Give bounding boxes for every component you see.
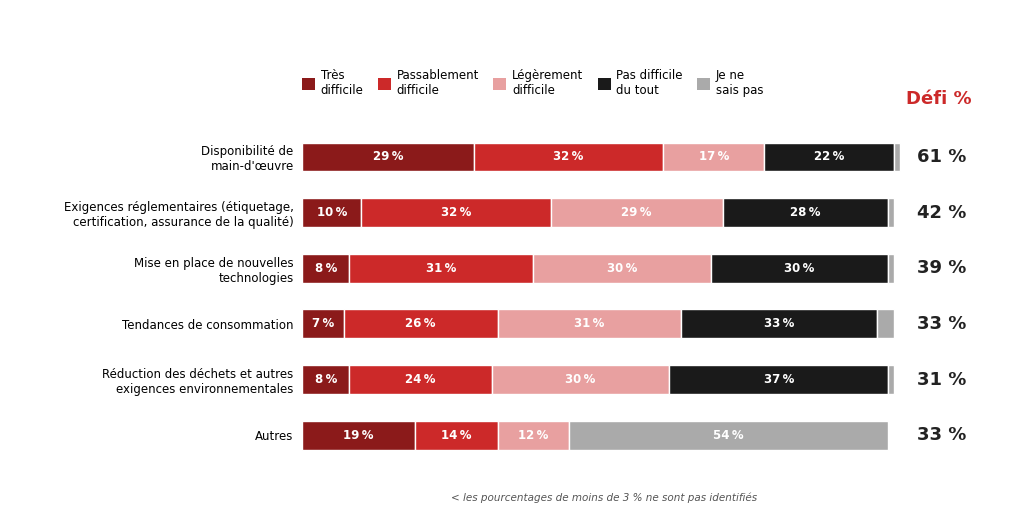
Bar xyxy=(664,143,764,171)
Text: 31 %: 31 % xyxy=(426,262,457,275)
Text: 7 %: 7 % xyxy=(311,317,334,331)
Text: 19 %: 19 % xyxy=(343,429,374,442)
Bar xyxy=(302,310,343,338)
Text: 31 %: 31 % xyxy=(918,371,967,389)
Bar xyxy=(302,254,349,283)
Bar xyxy=(670,365,889,394)
Text: 22 %: 22 % xyxy=(814,150,845,163)
Bar xyxy=(889,198,894,227)
Text: 30 %: 30 % xyxy=(784,262,815,275)
Bar xyxy=(498,310,681,338)
Bar xyxy=(723,198,889,227)
Text: 28 %: 28 % xyxy=(791,206,821,219)
Text: 33 %: 33 % xyxy=(918,315,967,333)
Text: 8 %: 8 % xyxy=(314,373,337,386)
Text: 10 %: 10 % xyxy=(316,206,347,219)
Bar xyxy=(764,143,894,171)
Bar xyxy=(894,143,900,171)
Text: 39 %: 39 % xyxy=(918,259,967,277)
Text: 8 %: 8 % xyxy=(314,262,337,275)
Bar xyxy=(568,421,889,450)
Text: 32 %: 32 % xyxy=(553,150,584,163)
Bar xyxy=(711,254,889,283)
Bar xyxy=(889,254,894,283)
Text: 14 %: 14 % xyxy=(440,429,471,442)
Bar xyxy=(889,365,894,394)
Text: 29 %: 29 % xyxy=(373,150,403,163)
Bar xyxy=(534,254,711,283)
Bar xyxy=(302,143,474,171)
Text: 12 %: 12 % xyxy=(518,429,548,442)
Bar xyxy=(343,310,498,338)
Bar xyxy=(349,365,492,394)
Text: 30 %: 30 % xyxy=(607,262,637,275)
Bar xyxy=(361,198,551,227)
Bar xyxy=(349,254,534,283)
Text: 31 %: 31 % xyxy=(574,317,604,331)
Text: < les pourcentages de moins de 3 % ne sont pas identifiés: < les pourcentages de moins de 3 % ne so… xyxy=(452,493,757,503)
Text: 33 %: 33 % xyxy=(918,426,967,444)
Bar xyxy=(415,421,498,450)
Bar xyxy=(681,310,877,338)
Text: 33 %: 33 % xyxy=(764,317,794,331)
Text: 42 %: 42 % xyxy=(918,203,967,221)
Text: 17 %: 17 % xyxy=(698,150,729,163)
Bar xyxy=(551,198,723,227)
Legend: Très
difficile, Passablement
difficile, Légèrement
difficile, Pas difficile
du t: Très difficile, Passablement difficile, … xyxy=(302,69,764,97)
Text: 54 %: 54 % xyxy=(714,429,743,442)
Text: 61 %: 61 % xyxy=(918,148,967,166)
Bar xyxy=(498,421,568,450)
Bar xyxy=(302,421,415,450)
Bar xyxy=(877,310,894,338)
Text: Défi %: Défi % xyxy=(906,90,972,108)
Bar xyxy=(302,365,349,394)
Bar xyxy=(492,365,670,394)
Text: 37 %: 37 % xyxy=(764,373,794,386)
Text: 24 %: 24 % xyxy=(406,373,436,386)
Text: 30 %: 30 % xyxy=(565,373,596,386)
Text: 26 %: 26 % xyxy=(406,317,436,331)
Text: 32 %: 32 % xyxy=(441,206,471,219)
Bar xyxy=(302,198,361,227)
Text: 29 %: 29 % xyxy=(622,206,652,219)
Bar xyxy=(474,143,664,171)
